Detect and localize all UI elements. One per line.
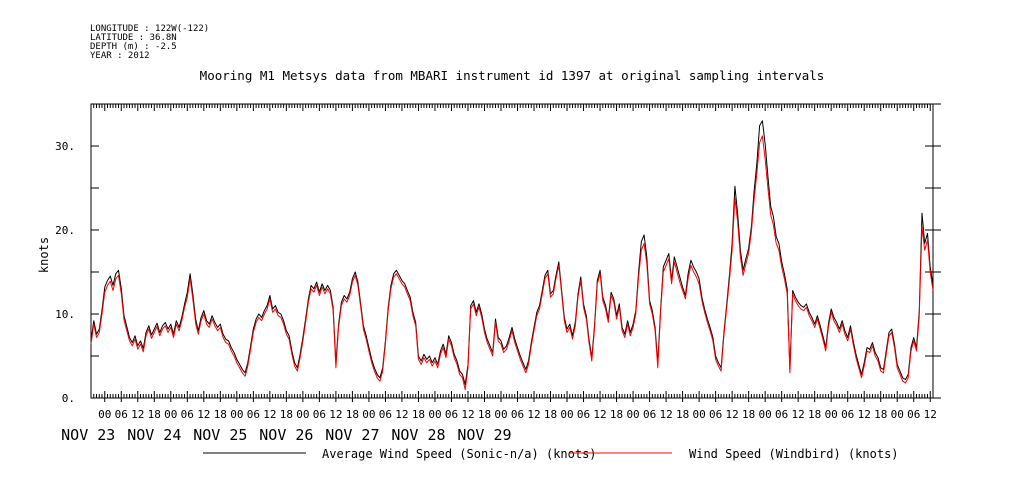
x-hour-label: 12 — [726, 408, 739, 421]
x-hour-label: 12 — [792, 408, 805, 421]
x-day-label: NOV 26 — [259, 426, 313, 444]
x-hour-label: 00 — [296, 408, 309, 421]
x-hour-label: 00 — [891, 408, 904, 421]
x-hour-label: 18 — [544, 408, 557, 421]
x-hour-label: 06 — [247, 408, 260, 421]
legend-label-windbird: Wind Speed (Windbird) (knots) — [689, 447, 899, 461]
x-hour-label: 00 — [362, 408, 375, 421]
x-hour-label: 00 — [494, 408, 507, 421]
x-hour-label: 12 — [461, 408, 474, 421]
x-hour-label: 00 — [164, 408, 177, 421]
x-hour-label: 06 — [577, 408, 590, 421]
x-hour-label: 12 — [527, 408, 540, 421]
x-hour-label: 12 — [659, 408, 672, 421]
x-hour-label: 12 — [924, 408, 937, 421]
y-tick-label: 20. — [55, 224, 75, 237]
x-hour-label: 06 — [709, 408, 722, 421]
x-hour-label: 12 — [858, 408, 871, 421]
x-hour-label: 00 — [98, 408, 111, 421]
x-day-label: NOV 27 — [325, 426, 379, 444]
x-hour-label: 06 — [643, 408, 656, 421]
x-hour-label: 12 — [329, 408, 342, 421]
x-hour-label: 18 — [808, 408, 821, 421]
x-tick-labels: 00 06 12 18 00 06 12 18 00 06 12 18 00 06 12 18 00 06 12 18… — [98, 408, 937, 421]
series-average-wind-line — [90, 120, 934, 386]
x-hour-label: 06 — [511, 408, 524, 421]
x-hour-label: 18 — [478, 408, 491, 421]
legend-label-average-wind: Average Wind Speed (Sonic-n/a) (knots) — [322, 447, 597, 461]
y-tick-labels: 0. 10. 20. 30. — [55, 140, 75, 405]
meta-depth: DEPTH (m) : -2.5 — [90, 42, 177, 52]
x-day-label: NOV 25 — [193, 426, 247, 444]
x-day-label: NOV 28 — [391, 426, 445, 444]
meta-longitude: LONGITUDE : 122W(-122) — [90, 24, 209, 34]
x-hour-label: 00 — [825, 408, 838, 421]
series-lines — [90, 120, 934, 391]
x-hour-label: 00 — [230, 408, 243, 421]
x-hour-label: 06 — [313, 408, 326, 421]
x-hour-label: 00 — [759, 408, 772, 421]
x-hour-label: 18 — [742, 408, 755, 421]
x-hour-label: 06 — [775, 408, 788, 421]
x-hour-label: 18 — [412, 408, 425, 421]
x-day-label: NOV 24 — [127, 426, 181, 444]
x-hour-label: 12 — [197, 408, 210, 421]
x-hour-label: 06 — [379, 408, 392, 421]
x-hour-label: 12 — [395, 408, 408, 421]
x-hour-label: 12 — [131, 408, 144, 421]
y-tick-label: 10. — [55, 308, 75, 321]
x-hour-label: 12 — [593, 408, 606, 421]
x-hour-label: 06 — [181, 408, 194, 421]
x-hour-label: 00 — [560, 408, 573, 421]
x-hour-label: 12 — [263, 408, 276, 421]
x-hour-label: 06 — [907, 408, 920, 421]
meta-latitude: LATITUDE : 36.8N — [90, 33, 177, 43]
y-tick-label: 0. — [62, 392, 75, 405]
x-hour-label: 18 — [874, 408, 887, 421]
chart-title: Mooring M1 Metsys data from MBARI instru… — [200, 68, 825, 83]
series-windbird-line — [90, 135, 934, 391]
plot-frame — [90, 103, 934, 399]
x-hour-label: 06 — [445, 408, 458, 421]
x-hour-label: 06 — [841, 408, 854, 421]
x-hour-label: 18 — [214, 408, 227, 421]
x-hour-label: 18 — [148, 408, 161, 421]
x-day-label: NOV 29 — [457, 426, 511, 444]
x-hour-label: 06 — [115, 408, 128, 421]
x-hour-label: 00 — [626, 408, 639, 421]
x-hour-label: 18 — [610, 408, 623, 421]
x-hour-label: 00 — [692, 408, 705, 421]
x-hour-label: 00 — [428, 408, 441, 421]
meta-year: YEAR : 2012 — [90, 51, 150, 61]
y-axis-label: knots — [37, 237, 51, 273]
x-hour-label: 18 — [676, 408, 689, 421]
day-labels: NOV 23 NOV 24 NOV 25 NOV 26 NOV 27 NOV 28 NOV … — [61, 426, 511, 444]
axis-ticks — [90, 103, 941, 402]
x-day-label: NOV 23 — [61, 426, 115, 444]
x-hour-label: 18 — [280, 408, 293, 421]
y-tick-label: 30. — [55, 140, 75, 153]
x-hour-label: 18 — [346, 408, 359, 421]
